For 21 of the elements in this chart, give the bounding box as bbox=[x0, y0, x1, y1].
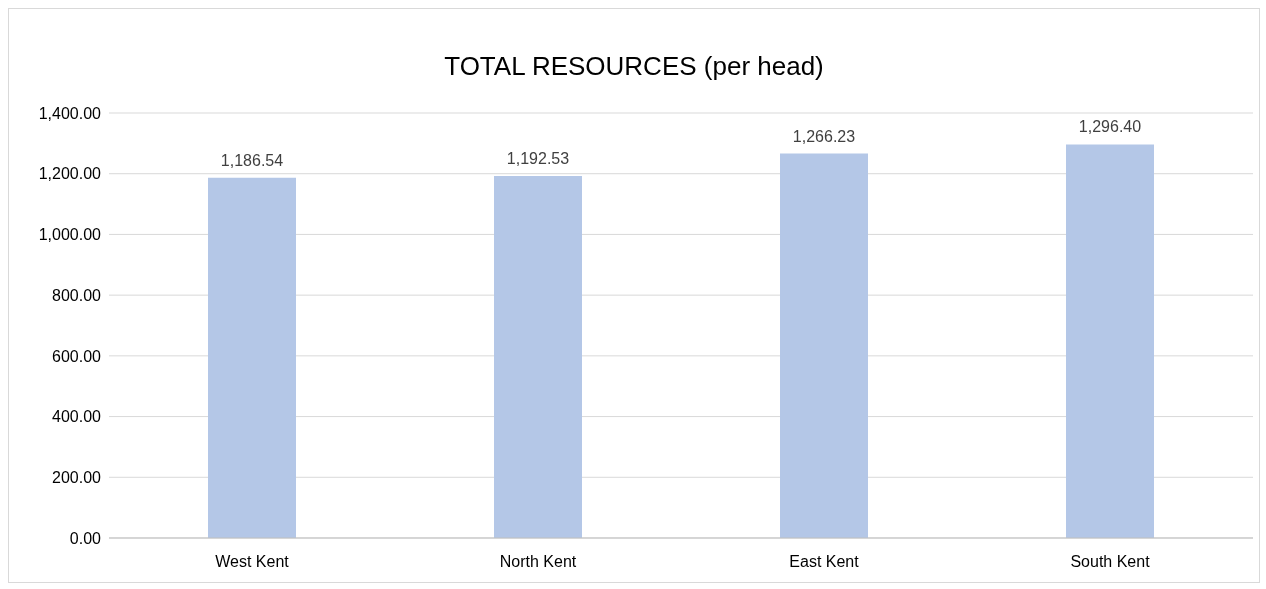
x-tick-label: East Kent bbox=[789, 553, 860, 571]
x-tick-label: West Kent bbox=[215, 553, 290, 571]
y-tick-label: 600.00 bbox=[52, 347, 102, 365]
y-tick-label: 800.00 bbox=[52, 286, 102, 304]
y-tick-label: 1,200.00 bbox=[38, 165, 102, 183]
bar bbox=[780, 153, 868, 538]
chart-title: TOTAL RESOURCES (per head) bbox=[443, 51, 825, 82]
y-tick-label: 200.00 bbox=[52, 468, 102, 486]
y-tick-label: 0.00 bbox=[69, 529, 102, 547]
data-label: 1,186.54 bbox=[220, 151, 284, 169]
x-tick-label: South Kent bbox=[1070, 553, 1151, 571]
bar bbox=[1066, 144, 1154, 538]
y-tick-label: 1,000.00 bbox=[38, 226, 102, 244]
bar bbox=[494, 175, 582, 538]
data-label: 1,192.53 bbox=[506, 149, 570, 167]
y-tick-label: 1,400.00 bbox=[38, 104, 102, 122]
data-label: 1,296.40 bbox=[1078, 118, 1142, 136]
data-label: 1,266.23 bbox=[792, 127, 856, 145]
x-tick-label: North Kent bbox=[499, 553, 577, 571]
bar bbox=[208, 177, 296, 538]
y-tick-label: 400.00 bbox=[52, 408, 102, 426]
